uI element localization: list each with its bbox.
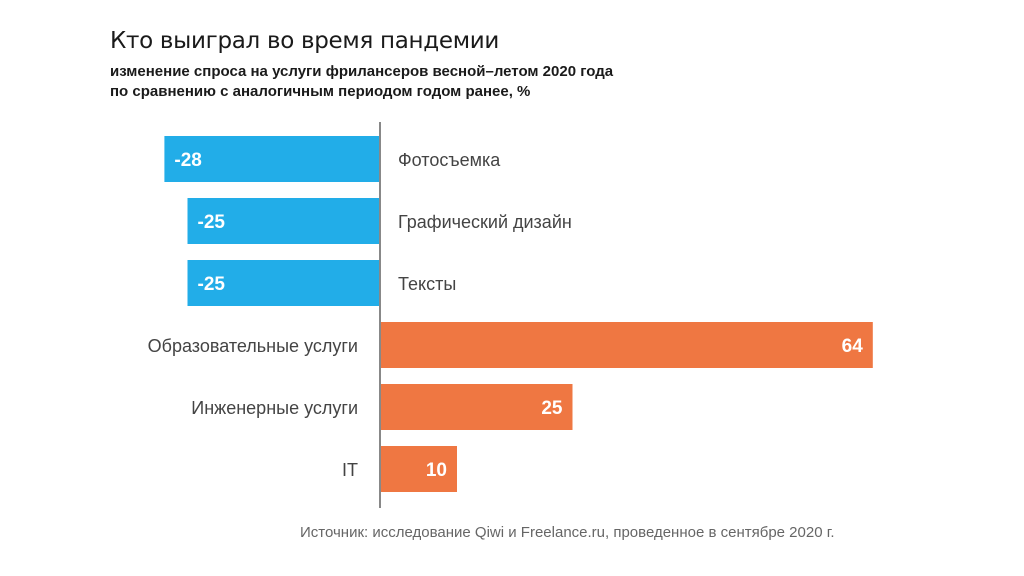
value-label-0: -28 xyxy=(174,150,201,171)
category-label-4: Инженерные услуги xyxy=(191,398,358,418)
bar-1 xyxy=(187,198,380,244)
subtitle-line-2: по сравнению с аналогичным периодом годо… xyxy=(110,83,531,100)
bar-4 xyxy=(380,384,573,430)
value-label-5: 10 xyxy=(426,460,447,481)
subtitle-line-1: изменение спроса на услуги фрилансеров в… xyxy=(110,63,614,80)
category-label-5: IT xyxy=(342,460,358,480)
category-label-2: Тексты xyxy=(398,274,456,294)
chart-title: Кто выиграл во время пандемии xyxy=(110,28,500,54)
value-label-4: 25 xyxy=(541,398,563,419)
value-label-2: -25 xyxy=(198,274,226,295)
bar-5 xyxy=(380,446,457,492)
category-label-1: Графический дизайн xyxy=(398,212,572,232)
value-label-3: 64 xyxy=(842,336,864,357)
bar-2 xyxy=(187,260,380,306)
bar-0 xyxy=(164,136,380,182)
category-label-3: Образовательные услуги xyxy=(148,336,358,356)
source-note: Источник: исследование Qiwi и Freelance.… xyxy=(300,524,835,541)
category-label-0: Фотосъемка xyxy=(398,150,501,170)
value-label-1: -25 xyxy=(198,212,226,233)
bar-3 xyxy=(380,322,873,368)
chart-subtitle: изменение спроса на услуги фрилансеров в… xyxy=(110,62,613,102)
